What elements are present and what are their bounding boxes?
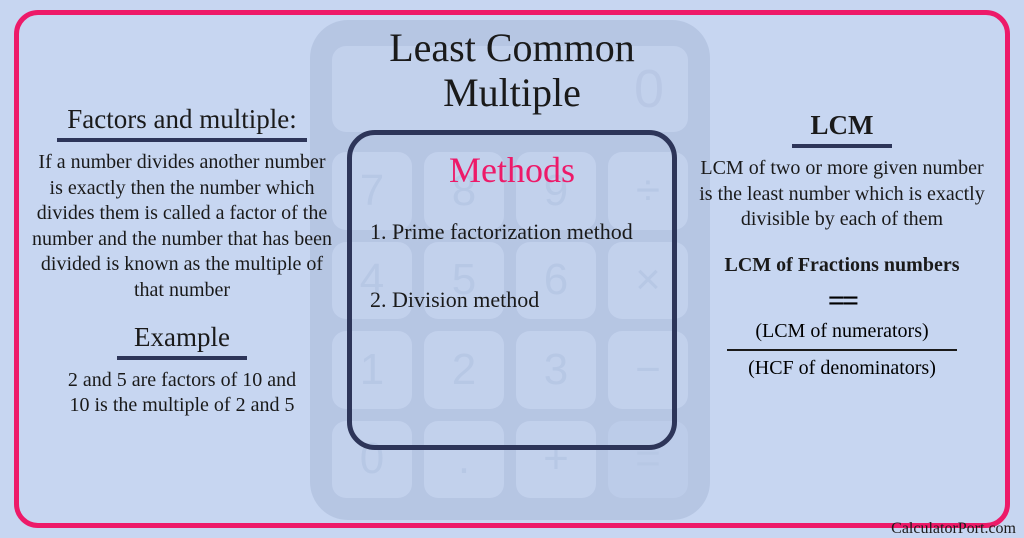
left-column: Factors and multiple: If a number divide…	[32, 24, 332, 514]
lcm-body: LCM of two or more given number is the l…	[692, 156, 992, 233]
fraction-line	[727, 349, 957, 351]
example-heading: Example	[32, 322, 332, 358]
center-column: Least Common Multiple Methods 1. Prime f…	[332, 24, 692, 514]
lcm-heading: LCM	[692, 110, 992, 146]
lcm-fractions-label: LCM of Fractions numbers	[692, 253, 992, 279]
right-column: LCM LCM of two or more given number is t…	[692, 24, 992, 514]
content-grid: Factors and multiple: If a number divide…	[14, 10, 1010, 528]
method-item-2: 2. Division method	[370, 287, 654, 313]
fraction-denominator: (HCF of denominators)	[692, 357, 992, 380]
page-title: Least Common Multiple	[332, 26, 692, 116]
method-item-1: 1. Prime factorization method	[370, 219, 654, 245]
example-body: 2 and 5 are factors of 10 and 10 is the …	[32, 368, 332, 419]
fraction-numerator: (LCM of numerators)	[692, 320, 992, 347]
methods-heading: Methods	[370, 149, 654, 191]
factors-heading: Factors and multiple:	[32, 104, 332, 140]
credit-text: CalculatorPort.com	[891, 520, 1016, 538]
methods-box: Methods 1. Prime factorization method 2.…	[347, 130, 677, 450]
factors-body: If a number divides another number is ex…	[32, 150, 332, 304]
equals-symbol: ==	[692, 284, 992, 318]
